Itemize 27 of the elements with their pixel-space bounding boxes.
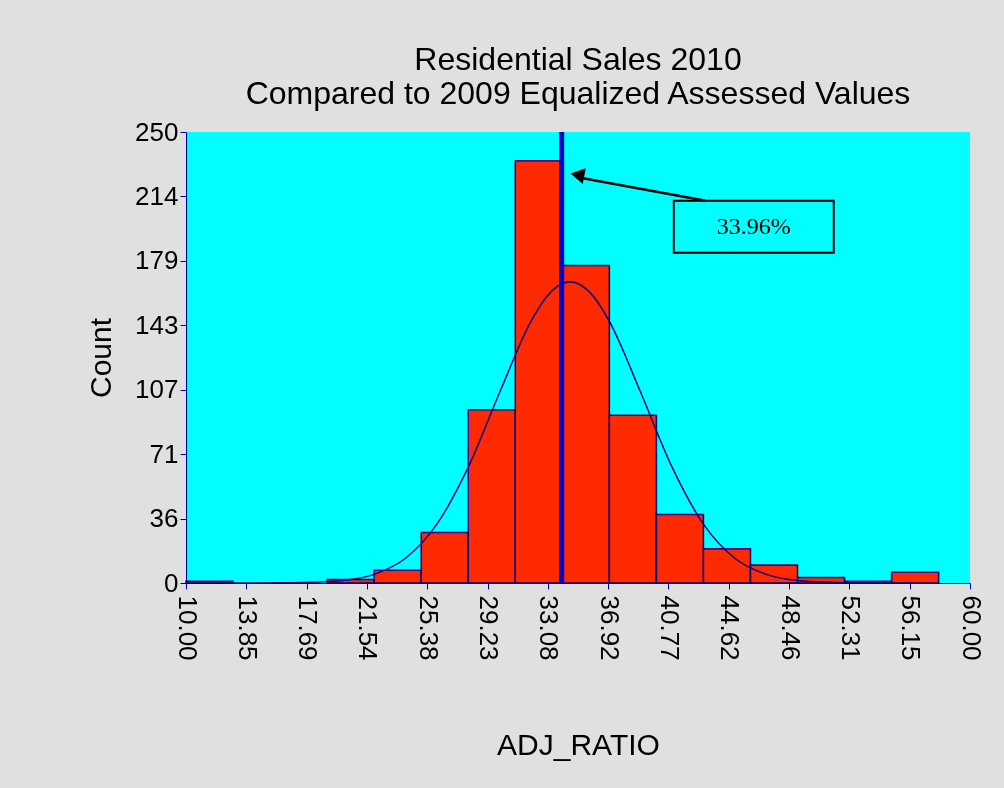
x-tick-label: 60.00 bbox=[956, 595, 987, 661]
x-tick-label: 13.85 bbox=[232, 595, 263, 661]
x-tick-label: 36.92 bbox=[594, 595, 625, 661]
x-tick-label: 29.23 bbox=[474, 595, 505, 661]
x-tick-label: 10.00 bbox=[172, 595, 203, 661]
y-tick-label: 179 bbox=[135, 245, 179, 276]
x-tick-label: 25.38 bbox=[413, 595, 444, 661]
y-tick-label: 214 bbox=[135, 180, 179, 211]
y-tick-label: 143 bbox=[135, 309, 179, 340]
y-axis-title: Count bbox=[84, 317, 118, 399]
x-tick-label: 52.31 bbox=[835, 595, 866, 661]
y-tick-label: 0 bbox=[164, 567, 179, 598]
x-tick-label: 33.08 bbox=[534, 595, 565, 661]
y-tick-label: 36 bbox=[149, 503, 179, 534]
y-tick-label: 107 bbox=[135, 374, 179, 405]
x-axis-title: ADJ_RATIO bbox=[497, 727, 660, 761]
x-tick-label: 48.46 bbox=[775, 595, 806, 661]
chart-subtitle: Compared to 2009 Equalized Assessed Values bbox=[245, 75, 911, 111]
x-tick-label: 44.62 bbox=[715, 595, 746, 661]
y-tick-label: 250 bbox=[135, 116, 179, 147]
x-tick-label: 17.69 bbox=[293, 595, 324, 661]
x-tick-label: 56.15 bbox=[896, 595, 927, 661]
x-tick-label: 21.54 bbox=[353, 595, 384, 661]
annotation: 33.96% bbox=[716, 212, 791, 239]
x-tick-label: 40.77 bbox=[654, 595, 685, 661]
y-tick-label: 71 bbox=[149, 438, 179, 469]
chart-title: Residential Sales 2010 bbox=[414, 41, 742, 77]
